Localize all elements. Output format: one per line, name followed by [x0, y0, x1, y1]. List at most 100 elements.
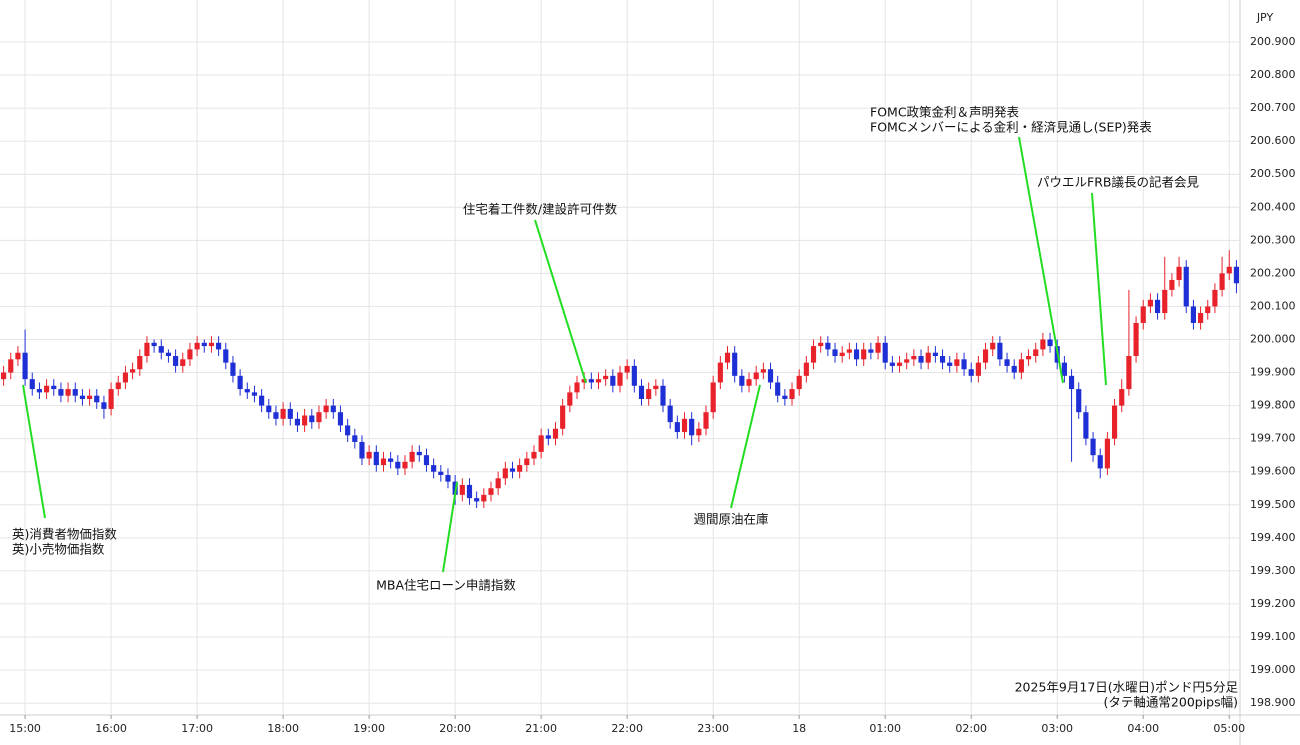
annotation: 英)小売物価指数 — [12, 542, 105, 557]
candle-body — [208, 342, 215, 347]
candle-body — [259, 395, 265, 406]
candle-body — [975, 362, 981, 376]
candle-body — [638, 385, 645, 399]
y-tick-label: 199.900 — [1250, 366, 1296, 379]
candle-body — [1083, 412, 1089, 439]
candle-body — [137, 356, 143, 370]
candle-body — [1068, 375, 1075, 390]
candle-body — [1162, 289, 1168, 314]
candle-body — [287, 408, 293, 419]
candle-body — [345, 425, 351, 436]
candle-body — [1176, 266, 1182, 280]
chart-note: 2025年9月17日(水曜日)ポンド円5分足 — [1015, 680, 1239, 695]
x-tick-label: 17:00 — [181, 722, 213, 735]
candle-body — [918, 356, 924, 363]
x-tick-label: 05:00 — [1213, 722, 1245, 735]
candle-body — [165, 352, 172, 357]
candle-body — [380, 458, 387, 466]
candle-body — [1090, 438, 1096, 456]
candle-body — [653, 385, 659, 390]
candle-body — [803, 362, 809, 376]
x-tick-label: 02:00 — [955, 722, 987, 735]
y-tick-label: 199.400 — [1250, 531, 1296, 544]
candle-body — [689, 418, 695, 436]
candle-body — [87, 395, 93, 399]
candle-body — [330, 405, 336, 413]
candle-body — [997, 342, 1003, 360]
candle-body — [302, 415, 308, 426]
x-tick-label: 15:00 — [9, 722, 41, 735]
candle-body — [122, 372, 129, 383]
y-tick-label: 200.100 — [1250, 299, 1296, 312]
candle-body — [359, 441, 365, 459]
candle-body — [861, 349, 867, 360]
candle-body — [732, 352, 738, 376]
candle-body — [1, 372, 7, 380]
candle-body — [79, 395, 86, 399]
candle-body — [101, 402, 107, 409]
candle-body — [438, 471, 444, 476]
candle-body — [402, 461, 408, 469]
candle-body — [1119, 389, 1125, 406]
candle-body — [1018, 359, 1024, 373]
annotation-line — [442, 481, 458, 573]
candle-body — [517, 465, 523, 472]
y-tick-label: 199.000 — [1250, 663, 1296, 676]
candle-body — [818, 342, 824, 347]
candle-body — [789, 389, 795, 399]
candle-body — [65, 389, 71, 396]
candle-body — [646, 389, 652, 399]
candle-body — [1097, 455, 1103, 469]
candle-body — [767, 369, 774, 383]
candle-body — [373, 451, 379, 466]
candle-body — [631, 365, 637, 386]
candle-body — [710, 382, 716, 413]
x-tick-label: 18 — [792, 722, 806, 735]
y-unit: JPY — [1256, 11, 1274, 24]
candle-body — [1197, 313, 1204, 323]
candle-body — [294, 418, 301, 426]
candle-body — [896, 362, 903, 366]
candle-body — [667, 405, 673, 423]
candle-body — [531, 451, 537, 459]
candle-body — [889, 362, 895, 366]
candle-body — [839, 352, 845, 357]
candle-body — [724, 352, 731, 363]
candle-body — [753, 372, 759, 380]
candle-body — [717, 362, 723, 383]
candle-body — [151, 342, 157, 347]
candle-body — [509, 468, 516, 472]
candle-body — [1133, 322, 1139, 357]
x-tick-label: 01:00 — [869, 722, 901, 735]
candle-body — [1226, 266, 1232, 274]
candle-body — [617, 372, 623, 386]
y-tick-label: 199.300 — [1250, 564, 1296, 577]
y-tick-label: 199.500 — [1250, 498, 1296, 511]
candle-body — [681, 418, 688, 433]
candle-body — [230, 362, 236, 376]
candle-body — [1104, 438, 1110, 469]
candle-body — [746, 379, 752, 386]
candle-body — [1183, 266, 1189, 307]
candle-body — [1047, 339, 1053, 347]
x-tick-label: 04:00 — [1127, 722, 1159, 735]
candle-body — [739, 375, 745, 386]
candle-body — [939, 356, 946, 363]
annotation-line — [22, 384, 46, 519]
candle-body — [158, 346, 164, 353]
annotation: 住宅着工件数/建設許可件数 — [463, 202, 618, 217]
candle-body — [187, 349, 193, 360]
annotation: FOMC政策金利＆声明発表 — [870, 105, 1020, 120]
candle-body — [51, 385, 57, 390]
y-tick-label: 200.200 — [1250, 266, 1296, 279]
candle-body — [108, 389, 114, 409]
y-tick-label: 198.900 — [1250, 696, 1296, 709]
candle-body — [961, 359, 967, 370]
candle-body — [323, 405, 329, 413]
candle-body — [22, 352, 28, 380]
candle-body — [1212, 289, 1218, 307]
candle-body — [1154, 299, 1161, 314]
candle-body — [875, 342, 881, 353]
candle-body — [1140, 306, 1146, 323]
